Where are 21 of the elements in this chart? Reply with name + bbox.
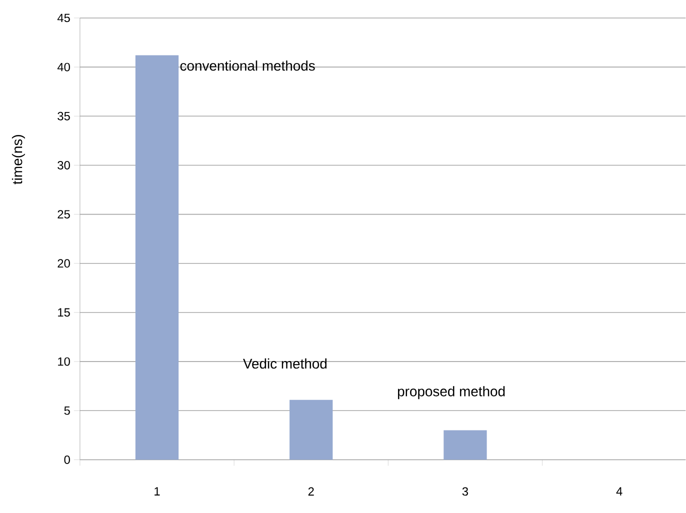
x-tick-label: 2 bbox=[308, 487, 314, 496]
y-tick-label: 25 bbox=[58, 210, 70, 219]
annotation: Vedic method bbox=[243, 358, 327, 369]
bar bbox=[135, 55, 179, 460]
y-tick-label: 35 bbox=[58, 112, 70, 121]
y-tick-label: 20 bbox=[58, 259, 70, 268]
y-tick-label: 0 bbox=[64, 456, 70, 464]
annotation: proposed method bbox=[398, 386, 505, 400]
x-tick-label: 3 bbox=[462, 487, 468, 496]
y-tick-label: 15 bbox=[58, 308, 70, 317]
x-tick-label: 1 bbox=[154, 487, 160, 496]
annotation: conventional methods bbox=[180, 60, 315, 71]
bar bbox=[290, 400, 333, 460]
y-tick-label: 10 bbox=[58, 357, 70, 366]
y-axis-title: time(ns) bbox=[12, 135, 25, 184]
y-tick-label: 5 bbox=[64, 406, 70, 415]
y-tick-label: 40 bbox=[57, 62, 70, 72]
y-tick-label: 45 bbox=[57, 14, 70, 22]
bar bbox=[444, 430, 487, 460]
x-tick-label: 4 bbox=[616, 487, 622, 496]
y-tick-label: 30 bbox=[58, 161, 70, 170]
